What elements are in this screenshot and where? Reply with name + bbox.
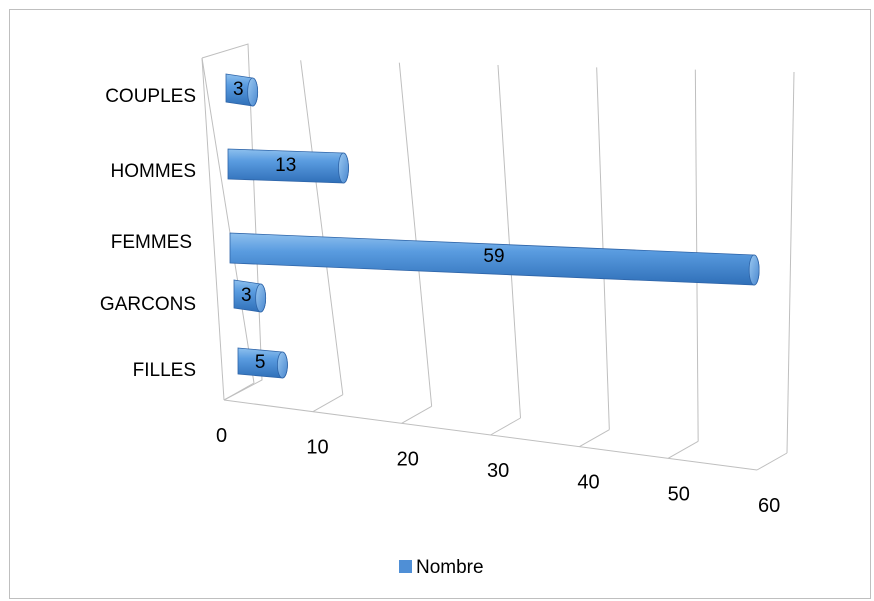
bar-hommes: 13	[227, 148, 349, 184]
bar-cap-filles	[277, 351, 288, 379]
bar-couples: 3	[225, 73, 259, 107]
gridline-60	[786, 71, 795, 454]
data-label-garcons: 3	[241, 285, 252, 306]
bar-cap-garcons	[255, 283, 267, 313]
gridline-10	[300, 60, 344, 395]
y-axis-line	[201, 57, 225, 401]
gridline-30	[497, 64, 521, 419]
x-tick-label-20: 20	[397, 448, 419, 470]
x-tick-label-0: 0	[216, 425, 227, 447]
bar-cap-couples	[247, 77, 259, 107]
bar-filles: 5	[237, 347, 288, 379]
bars: 5 3 59 13 3	[225, 73, 760, 379]
bar-cap-hommes	[338, 152, 349, 184]
data-label-femmes: 59	[483, 246, 504, 267]
side-wall	[201, 43, 263, 401]
bar-cap-femmes	[748, 254, 760, 286]
gridline-floor-60	[756, 452, 788, 471]
gridline-20	[398, 62, 433, 407]
y-tick-label-couples: COUPLES	[105, 86, 196, 107]
x-tick-label-60: 60	[758, 495, 780, 517]
gridline-0	[201, 57, 255, 384]
y-tick-label-hommes: HOMMES	[111, 161, 197, 182]
data-label-couples: 3	[233, 79, 244, 100]
y-tick-label-femmes: FEMMES	[111, 232, 192, 253]
gridline-floor-50	[667, 440, 699, 459]
y-axis-labels: FILLES GARCONS FEMMES HOMMES COUPLES	[100, 86, 196, 381]
data-label-hommes: 13	[275, 155, 296, 176]
bar-femmes: 59	[229, 232, 760, 286]
gridline-floor-10	[312, 394, 344, 413]
legend-label: Nombre	[416, 557, 484, 578]
x-tick-label-40: 40	[577, 472, 599, 494]
x-axis-ticks: 0 10 20 30 40 50 60	[216, 425, 780, 517]
gridline-floor-0	[223, 382, 255, 401]
gridlines	[201, 57, 795, 471]
data-label-filles: 5	[255, 352, 266, 373]
bar-garcons: 3	[233, 279, 267, 313]
y-tick-label-filles: FILLES	[133, 360, 196, 381]
legend-swatch	[399, 560, 412, 573]
y-tick-label-garcons: GARCONS	[100, 294, 196, 315]
gridline-floor-30	[490, 417, 521, 436]
gridline-floor-40	[579, 429, 610, 448]
gridline-floor-20	[401, 405, 432, 424]
chart-frame	[9, 9, 871, 599]
x-tick-label-50: 50	[668, 483, 690, 505]
legend: Nombre	[399, 557, 484, 578]
x-tick-label-30: 30	[487, 460, 509, 482]
x-tick-label-10: 10	[306, 437, 328, 459]
